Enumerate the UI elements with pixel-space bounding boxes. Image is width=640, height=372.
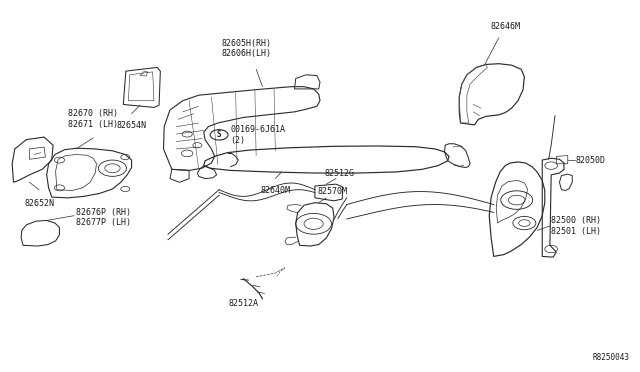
Text: 82670 (RH)
82671 (LH): 82670 (RH) 82671 (LH)	[68, 109, 118, 129]
Text: 82652N: 82652N	[24, 199, 54, 208]
Text: 82570M: 82570M	[318, 187, 348, 196]
Text: 00169-6J61A
(2): 00169-6J61A (2)	[230, 125, 285, 145]
Text: 82605H(RH)
82606H(LH): 82605H(RH) 82606H(LH)	[221, 39, 271, 58]
Text: 82646M: 82646M	[490, 22, 520, 31]
Text: 82512G: 82512G	[324, 169, 354, 178]
Text: 82676P (RH)
82677P (LH): 82676P (RH) 82677P (LH)	[76, 208, 131, 227]
Text: 82654N: 82654N	[116, 121, 147, 130]
Text: R8250043: R8250043	[593, 353, 630, 362]
Text: 82512A: 82512A	[228, 299, 259, 308]
Text: 82500 (RH)
82501 (LH): 82500 (RH) 82501 (LH)	[551, 217, 601, 236]
Text: S: S	[217, 130, 221, 140]
Text: 82640M: 82640M	[260, 186, 291, 195]
Text: 82050D: 82050D	[575, 155, 605, 164]
